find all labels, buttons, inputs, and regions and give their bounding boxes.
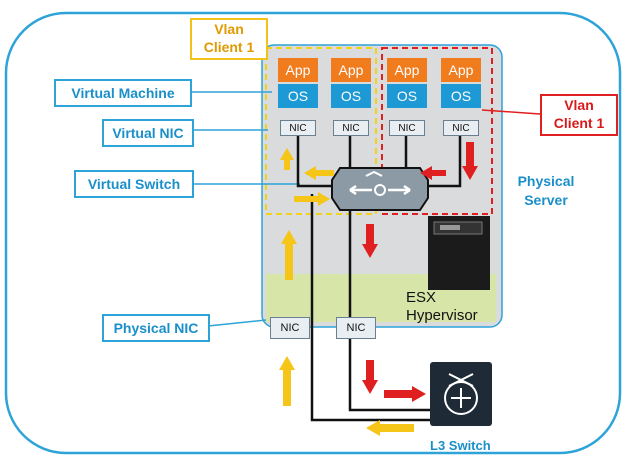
server-rack-icon: [428, 216, 490, 290]
outer-frame: [4, 11, 622, 455]
physical-server-line1: Physical: [517, 173, 575, 189]
cabling: [296, 134, 462, 422]
vm1-app: App: [278, 58, 318, 82]
hypervisor-label: ESX Hypervisor: [406, 289, 478, 325]
physical-nic-2: NIC: [336, 317, 376, 339]
physical-server-line2: Server: [524, 192, 568, 208]
vlan-yellow-line1: Vlan: [214, 21, 244, 37]
physical-nic-1: NIC: [270, 317, 310, 339]
vlan-red-line1: Vlan: [564, 97, 594, 113]
virtual-machine-label: Virtual Machine: [54, 79, 192, 107]
physical-nic-label: Physical NIC: [102, 314, 210, 342]
red-arrows: [362, 142, 478, 402]
vm2-app: App: [331, 58, 371, 82]
vm3-app: App: [387, 58, 427, 82]
virtual-switch-icon: [331, 167, 429, 211]
vm4-virtual-nic: NIC: [443, 120, 479, 136]
vm1-os: OS: [278, 84, 318, 108]
vm2-os: OS: [331, 84, 371, 108]
vlan-yellow-line2: Client 1: [203, 39, 255, 55]
l3-switch-label: L3 Switch: [430, 438, 491, 453]
vm3-os: OS: [387, 84, 427, 108]
vm4-app: App: [441, 58, 481, 82]
yellow-arrows: [279, 148, 414, 436]
vlan-red-line2: Client 1: [553, 115, 605, 131]
vm2-virtual-nic: NIC: [333, 120, 369, 136]
hypervisor-line1: ESX: [406, 289, 437, 306]
virtual-switch-label: Virtual Switch: [74, 170, 194, 198]
vm1-virtual-nic: NIC: [280, 120, 316, 136]
vlan-yellow-label: Vlan Client 1: [190, 18, 268, 60]
physical-server-label: Physical Server: [506, 172, 586, 210]
hypervisor-line2: Hypervisor: [406, 307, 478, 324]
vm4-os: OS: [441, 84, 481, 108]
virtual-nic-label: Virtual NIC: [102, 119, 194, 147]
l3-switch-icon: [430, 362, 492, 426]
vm3-virtual-nic: NIC: [389, 120, 425, 136]
vlan-yellow-region: [265, 47, 377, 215]
vlan-red-label: Vlan Client 1: [540, 94, 618, 136]
vlan-red-region: [381, 47, 493, 215]
